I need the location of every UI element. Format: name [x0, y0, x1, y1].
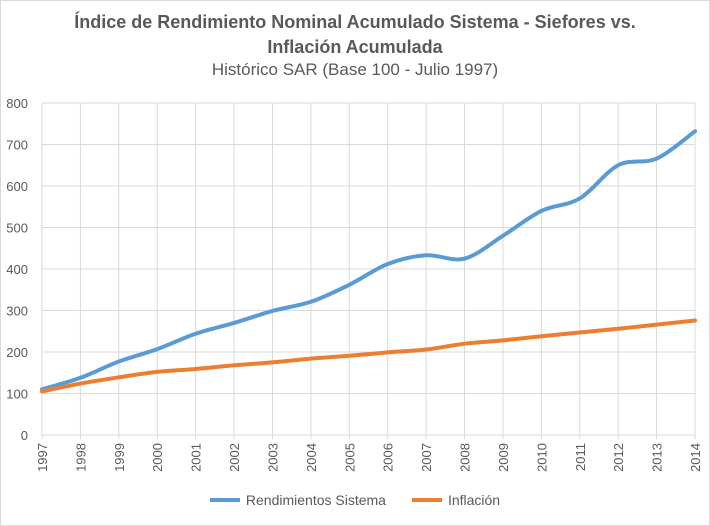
x-tick-label: 2009 [496, 443, 511, 472]
legend-swatch-inflacion [411, 498, 442, 502]
y-tick-label: 200 [6, 345, 28, 360]
legend-label-rendimientos: Rendimientos Sistema [245, 492, 386, 508]
series-line-inflacion [40, 318, 697, 394]
y-tick-label: 400 [6, 262, 28, 277]
y-tick-label: 300 [6, 304, 28, 319]
legend-label-inflacion: Inflación [447, 492, 501, 508]
x-tick-label: 1999 [112, 443, 127, 472]
chart-title-line2: Inflación Acumulada [267, 37, 443, 57]
legend-swatch-rendimientos [209, 498, 240, 502]
x-tick-label: 2005 [342, 443, 357, 472]
x-tick-label: 2014 [688, 443, 703, 472]
series-line-rendimientos [40, 129, 697, 392]
x-tick-label: 2002 [227, 443, 242, 472]
x-tick-label: 2013 [650, 443, 665, 472]
y-tick-label: 600 [6, 179, 28, 194]
x-tick-label: 2001 [189, 443, 204, 472]
x-tick-label: 2012 [611, 443, 626, 472]
legend: Rendimientos Sistema Inflación [0, 492, 710, 508]
x-tick-label: 2004 [304, 443, 319, 472]
chart-title-line1: Índice de Rendimiento Nominal Acumulado … [74, 12, 636, 32]
x-tick-label: 2010 [534, 443, 549, 472]
legend-item-rendimientos: Rendimientos Sistema [209, 492, 386, 508]
y-tick-label: 500 [6, 221, 28, 236]
x-tick-label: 2008 [458, 443, 473, 472]
x-tick-label: 2000 [150, 443, 165, 472]
x-tick-label: 1998 [73, 443, 88, 472]
x-tick-label: 2011 [573, 443, 588, 471]
x-tick-label: 2006 [381, 443, 396, 472]
y-tick-label: 700 [6, 138, 28, 153]
y-tick-label: 100 [6, 387, 28, 402]
legend-item-inflacion: Inflación [411, 492, 501, 508]
y-tick-label: 0 [21, 428, 28, 443]
x-tick-label: 2007 [419, 443, 434, 472]
x-tick-label: 2003 [265, 443, 280, 472]
y-tick-label: 800 [6, 96, 28, 111]
x-tick-label: 1997 [35, 443, 50, 472]
chart-subtitle: Histórico SAR (Base 100 - Julio 1997) [211, 60, 499, 79]
chart-title: Índice de Rendimiento Nominal Acumulado … [0, 10, 710, 60]
